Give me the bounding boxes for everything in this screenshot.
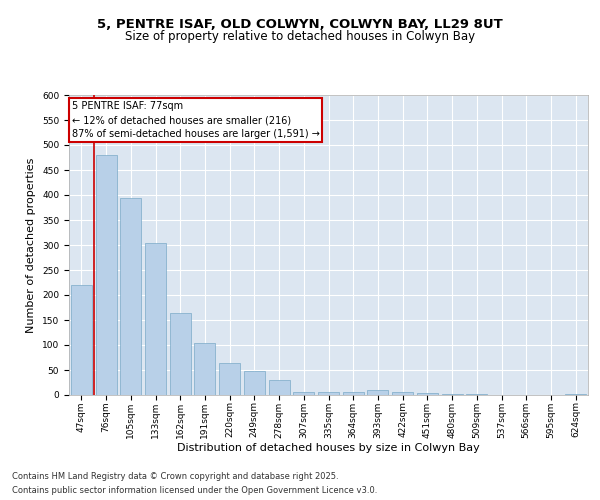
Text: 5 PENTRE ISAF: 77sqm
← 12% of detached houses are smaller (216)
87% of semi-deta: 5 PENTRE ISAF: 77sqm ← 12% of detached h…: [71, 101, 319, 139]
Y-axis label: Number of detached properties: Number of detached properties: [26, 158, 37, 332]
Bar: [466, 394, 487, 395]
Bar: [541, 394, 562, 395]
Bar: [442, 394, 463, 395]
Bar: [194, 342, 215, 395]
Bar: [392, 392, 413, 395]
Bar: [145, 242, 166, 395]
Bar: [95, 155, 116, 395]
X-axis label: Distribution of detached houses by size in Colwyn Bay: Distribution of detached houses by size …: [177, 443, 480, 453]
Bar: [71, 285, 92, 395]
Bar: [244, 371, 265, 395]
Bar: [491, 394, 512, 395]
Text: Contains public sector information licensed under the Open Government Licence v3: Contains public sector information licen…: [12, 486, 377, 495]
Bar: [417, 392, 438, 395]
Bar: [269, 380, 290, 395]
Bar: [565, 394, 586, 395]
Text: 5, PENTRE ISAF, OLD COLWYN, COLWYN BAY, LL29 8UT: 5, PENTRE ISAF, OLD COLWYN, COLWYN BAY, …: [97, 18, 503, 30]
Bar: [343, 392, 364, 395]
Bar: [170, 312, 191, 395]
Bar: [318, 392, 339, 395]
Text: Size of property relative to detached houses in Colwyn Bay: Size of property relative to detached ho…: [125, 30, 475, 43]
Bar: [293, 392, 314, 395]
Bar: [120, 198, 141, 395]
Text: Contains HM Land Registry data © Crown copyright and database right 2025.: Contains HM Land Registry data © Crown c…: [12, 472, 338, 481]
Bar: [367, 390, 388, 395]
Bar: [219, 362, 240, 395]
Bar: [516, 394, 537, 395]
